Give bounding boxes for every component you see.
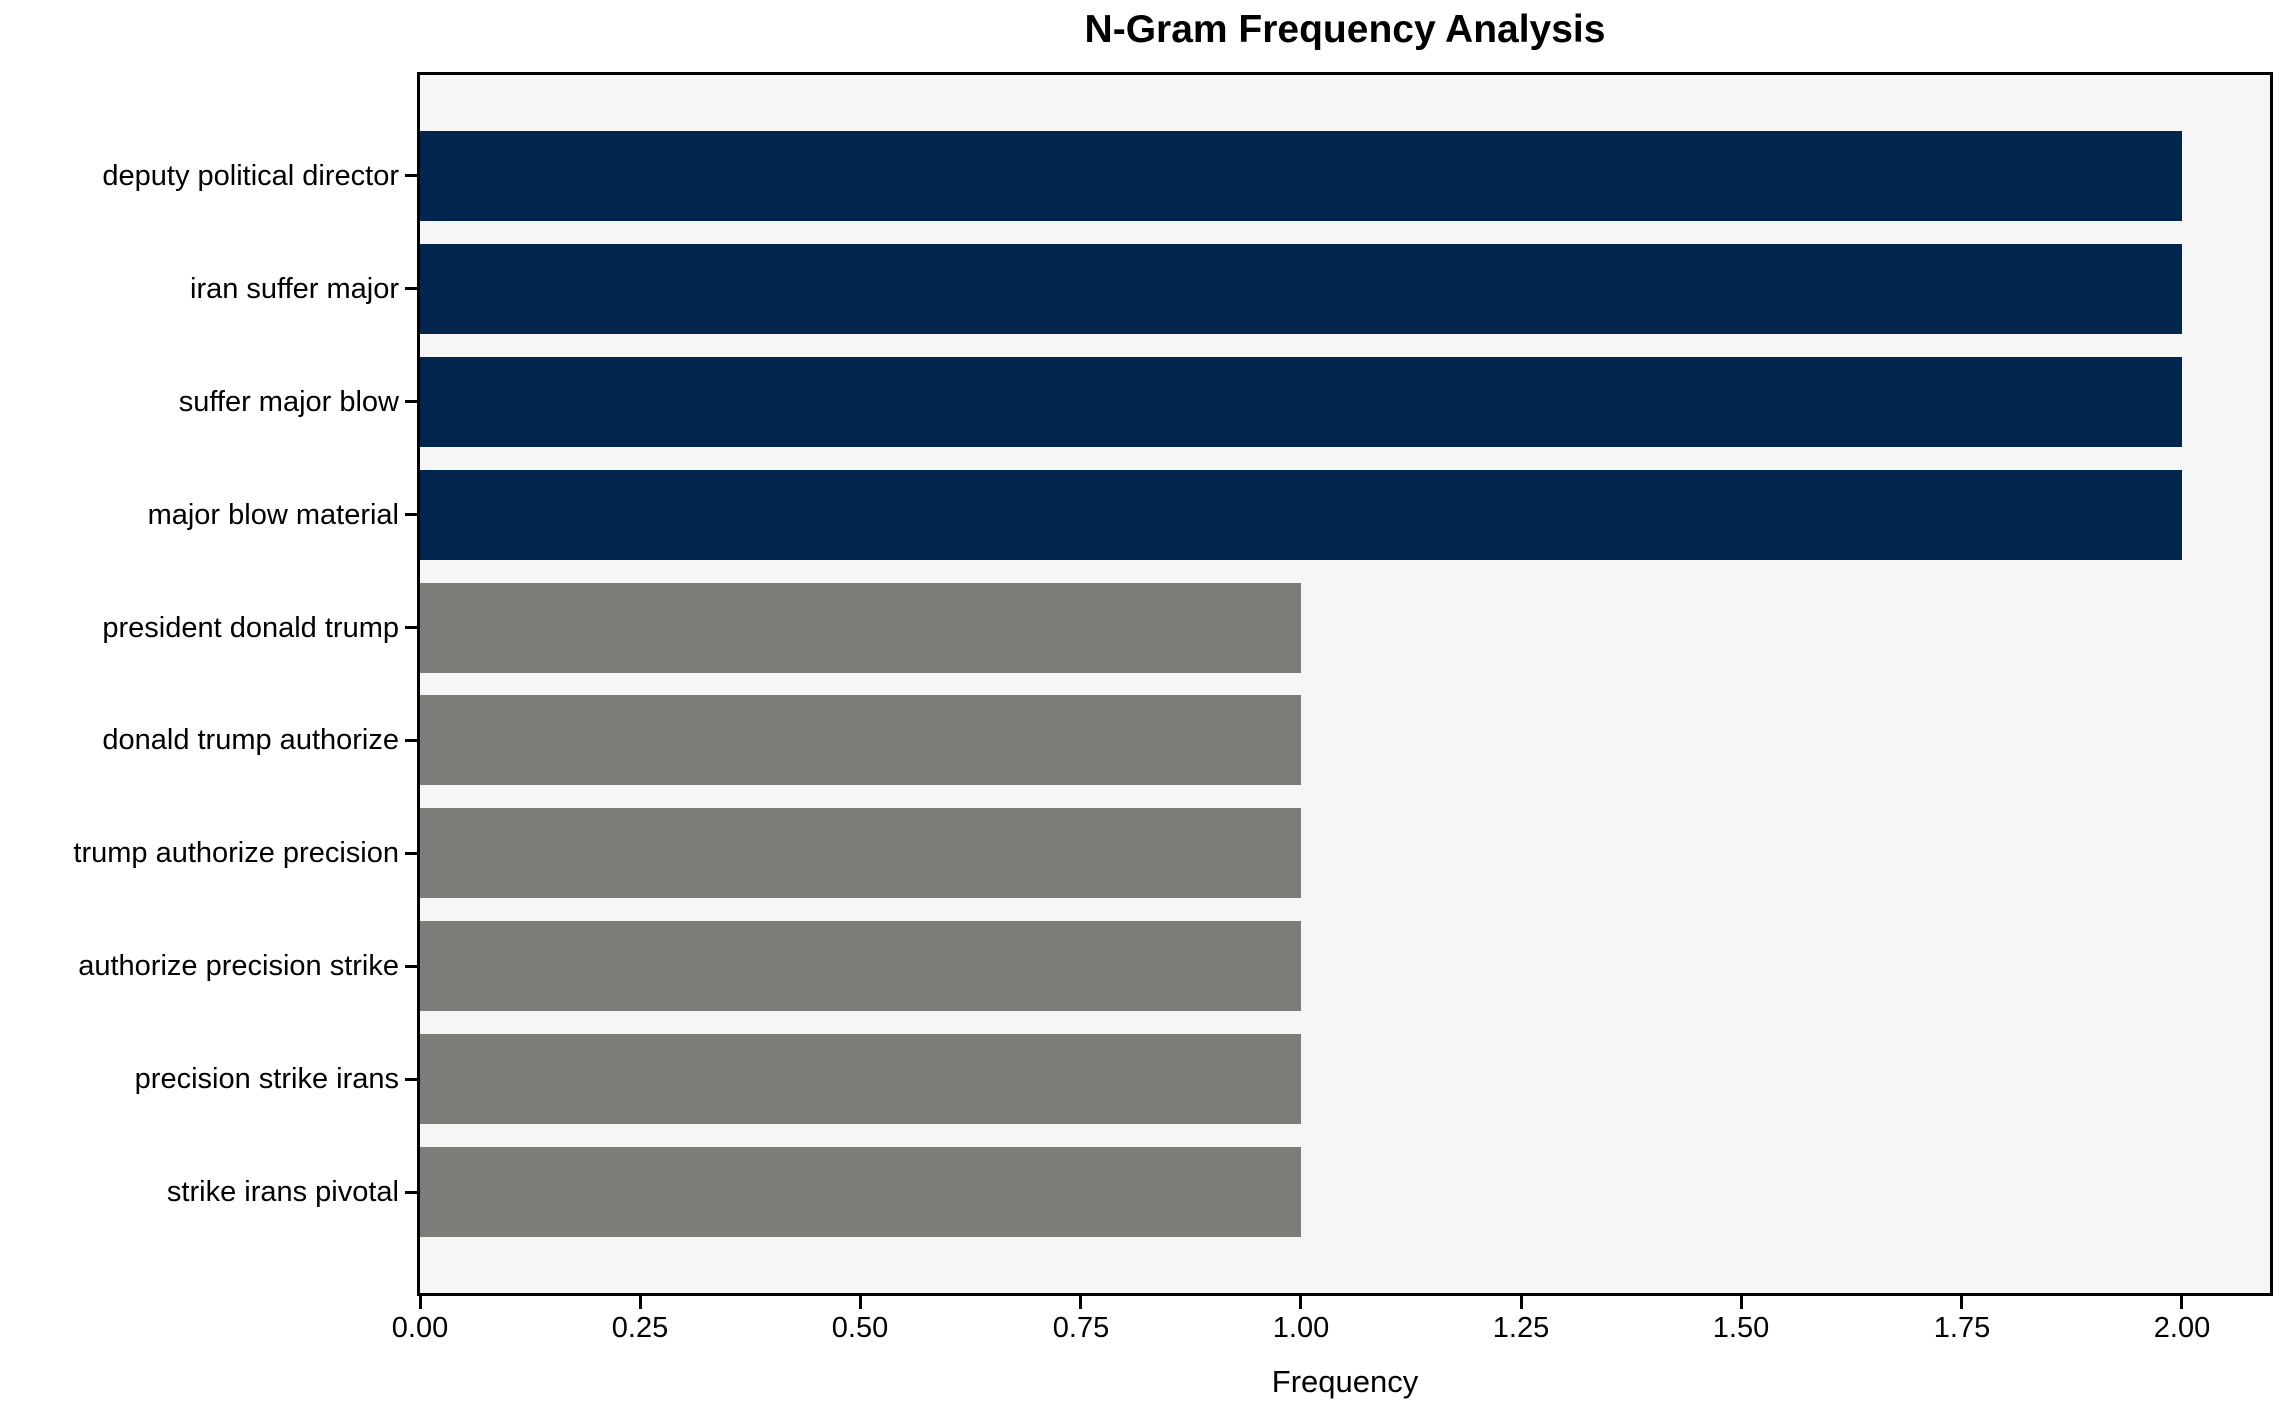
x-tick-mark xyxy=(1079,1296,1082,1309)
y-tick-mark xyxy=(405,287,417,290)
y-tick-mark xyxy=(405,1191,417,1194)
bar-suffer-major-blow xyxy=(420,357,2182,447)
x-tick-mark xyxy=(1520,1296,1523,1309)
y-tick-mark xyxy=(405,174,417,177)
x-tick-label: 1.00 xyxy=(1272,1312,1330,1344)
x-axis-label: Frequency xyxy=(1271,1364,1419,1399)
bar-strike-irans-pivotal xyxy=(420,1147,1301,1237)
bar-donald-trump-authorize xyxy=(420,695,1301,785)
y-tick-mark xyxy=(405,626,417,629)
bar-trump-authorize-precision xyxy=(420,808,1301,898)
y-tick-label: iran suffer major xyxy=(190,273,399,305)
y-tick-label: authorize precision strike xyxy=(78,950,399,982)
bar-major-blow-material xyxy=(420,470,2182,560)
x-tick-label: 1.25 xyxy=(1492,1312,1550,1344)
bar-president-donald-trump xyxy=(420,583,1301,673)
x-tick-mark xyxy=(639,1296,642,1309)
x-tick-label: 0.75 xyxy=(1052,1312,1110,1344)
y-tick-mark xyxy=(405,852,417,855)
y-tick-mark xyxy=(405,739,417,742)
y-tick-label: strike irans pivotal xyxy=(166,1176,399,1208)
y-tick-mark xyxy=(405,965,417,968)
bar-deputy-political-director xyxy=(420,131,2182,221)
y-tick-mark xyxy=(405,400,417,403)
y-tick-label: precision strike irans xyxy=(134,1063,399,1095)
x-tick-label: 2.00 xyxy=(2153,1312,2211,1344)
chart-title: N-Gram Frequency Analysis xyxy=(1084,8,1606,51)
x-tick-mark xyxy=(1740,1296,1743,1309)
y-tick-label: major blow material xyxy=(147,499,399,531)
plot-area xyxy=(417,72,2273,1296)
y-tick-mark xyxy=(405,513,417,516)
bar-iran-suffer-major xyxy=(420,244,2182,334)
x-tick-mark xyxy=(859,1296,862,1309)
y-tick-label: donald trump authorize xyxy=(102,724,399,756)
x-tick-mark xyxy=(419,1296,422,1309)
x-tick-mark xyxy=(1299,1296,1302,1309)
x-tick-label: 0.25 xyxy=(611,1312,669,1344)
y-tick-mark xyxy=(405,1078,417,1081)
y-tick-label: deputy political director xyxy=(102,160,399,192)
y-tick-label: suffer major blow xyxy=(178,386,399,418)
x-tick-label: 1.75 xyxy=(1933,1312,1991,1344)
x-tick-mark xyxy=(1960,1296,1963,1309)
x-tick-label: 0.00 xyxy=(391,1312,449,1344)
y-tick-label: trump authorize precision xyxy=(73,837,399,869)
x-tick-label: 0.50 xyxy=(831,1312,889,1344)
x-tick-mark xyxy=(2180,1296,2183,1309)
x-tick-label: 1.50 xyxy=(1712,1312,1770,1344)
bar-precision-strike-irans xyxy=(420,1034,1301,1124)
bar-authorize-precision-strike xyxy=(420,921,1301,1011)
y-tick-label: president donald trump xyxy=(102,612,399,644)
